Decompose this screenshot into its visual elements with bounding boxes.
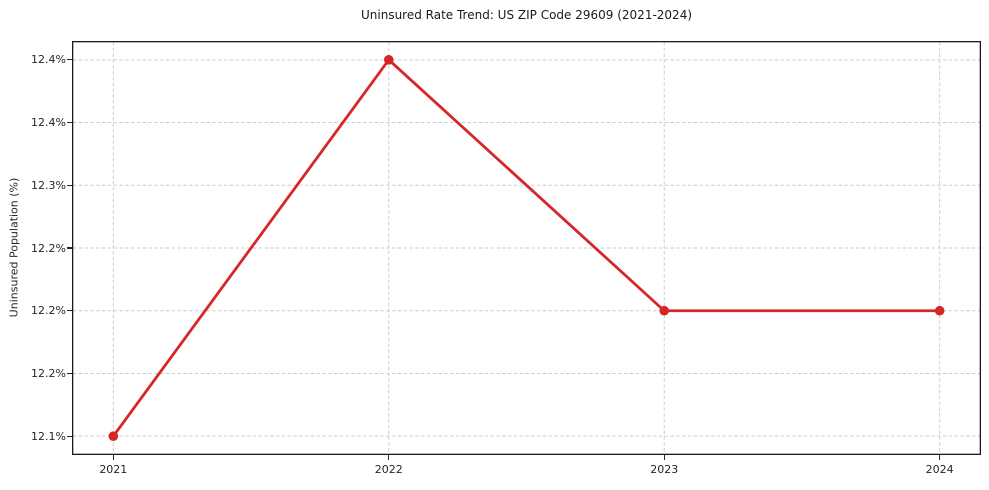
y-tick-mark <box>67 247 72 249</box>
plot-area <box>71 40 982 456</box>
plot-border <box>71 40 982 456</box>
y-tick-label: 12.1% <box>31 429 66 443</box>
y-tick-label: 12.2% <box>31 241 66 255</box>
x-tick-label: 2022 <box>374 463 403 476</box>
chart-title: Uninsured Rate Trend: US ZIP Code 29609 … <box>360 8 693 22</box>
y-tick-label: 12.3% <box>31 178 66 192</box>
x-tick-mark <box>112 455 114 460</box>
plot-canvas <box>71 40 982 456</box>
data-point <box>659 305 670 316</box>
y-tick-mark <box>67 435 72 437</box>
y-tick-label: 12.4% <box>31 53 66 67</box>
x-tick-mark <box>388 455 390 460</box>
data-point <box>934 305 945 316</box>
y-tick-label: 12.4% <box>31 116 66 130</box>
data-line <box>111 58 942 438</box>
y-tick-mark <box>67 59 72 61</box>
x-tick-label: 2023 <box>650 463 679 476</box>
y-tick-label: 12.2% <box>31 366 66 380</box>
y-tick-mark <box>67 121 72 124</box>
y-tick-mark <box>67 310 72 312</box>
y-tick-label: 12.2% <box>31 304 66 318</box>
x-tick-label: 2024 <box>925 463 954 476</box>
x-tick-label: 2021 <box>99 463 128 476</box>
data-point <box>108 431 119 441</box>
y-tick-mark <box>67 372 72 375</box>
x-tick-mark <box>663 455 665 460</box>
x-tick-mark <box>939 455 941 460</box>
y-tick-mark <box>67 184 72 186</box>
data-point <box>383 55 394 65</box>
